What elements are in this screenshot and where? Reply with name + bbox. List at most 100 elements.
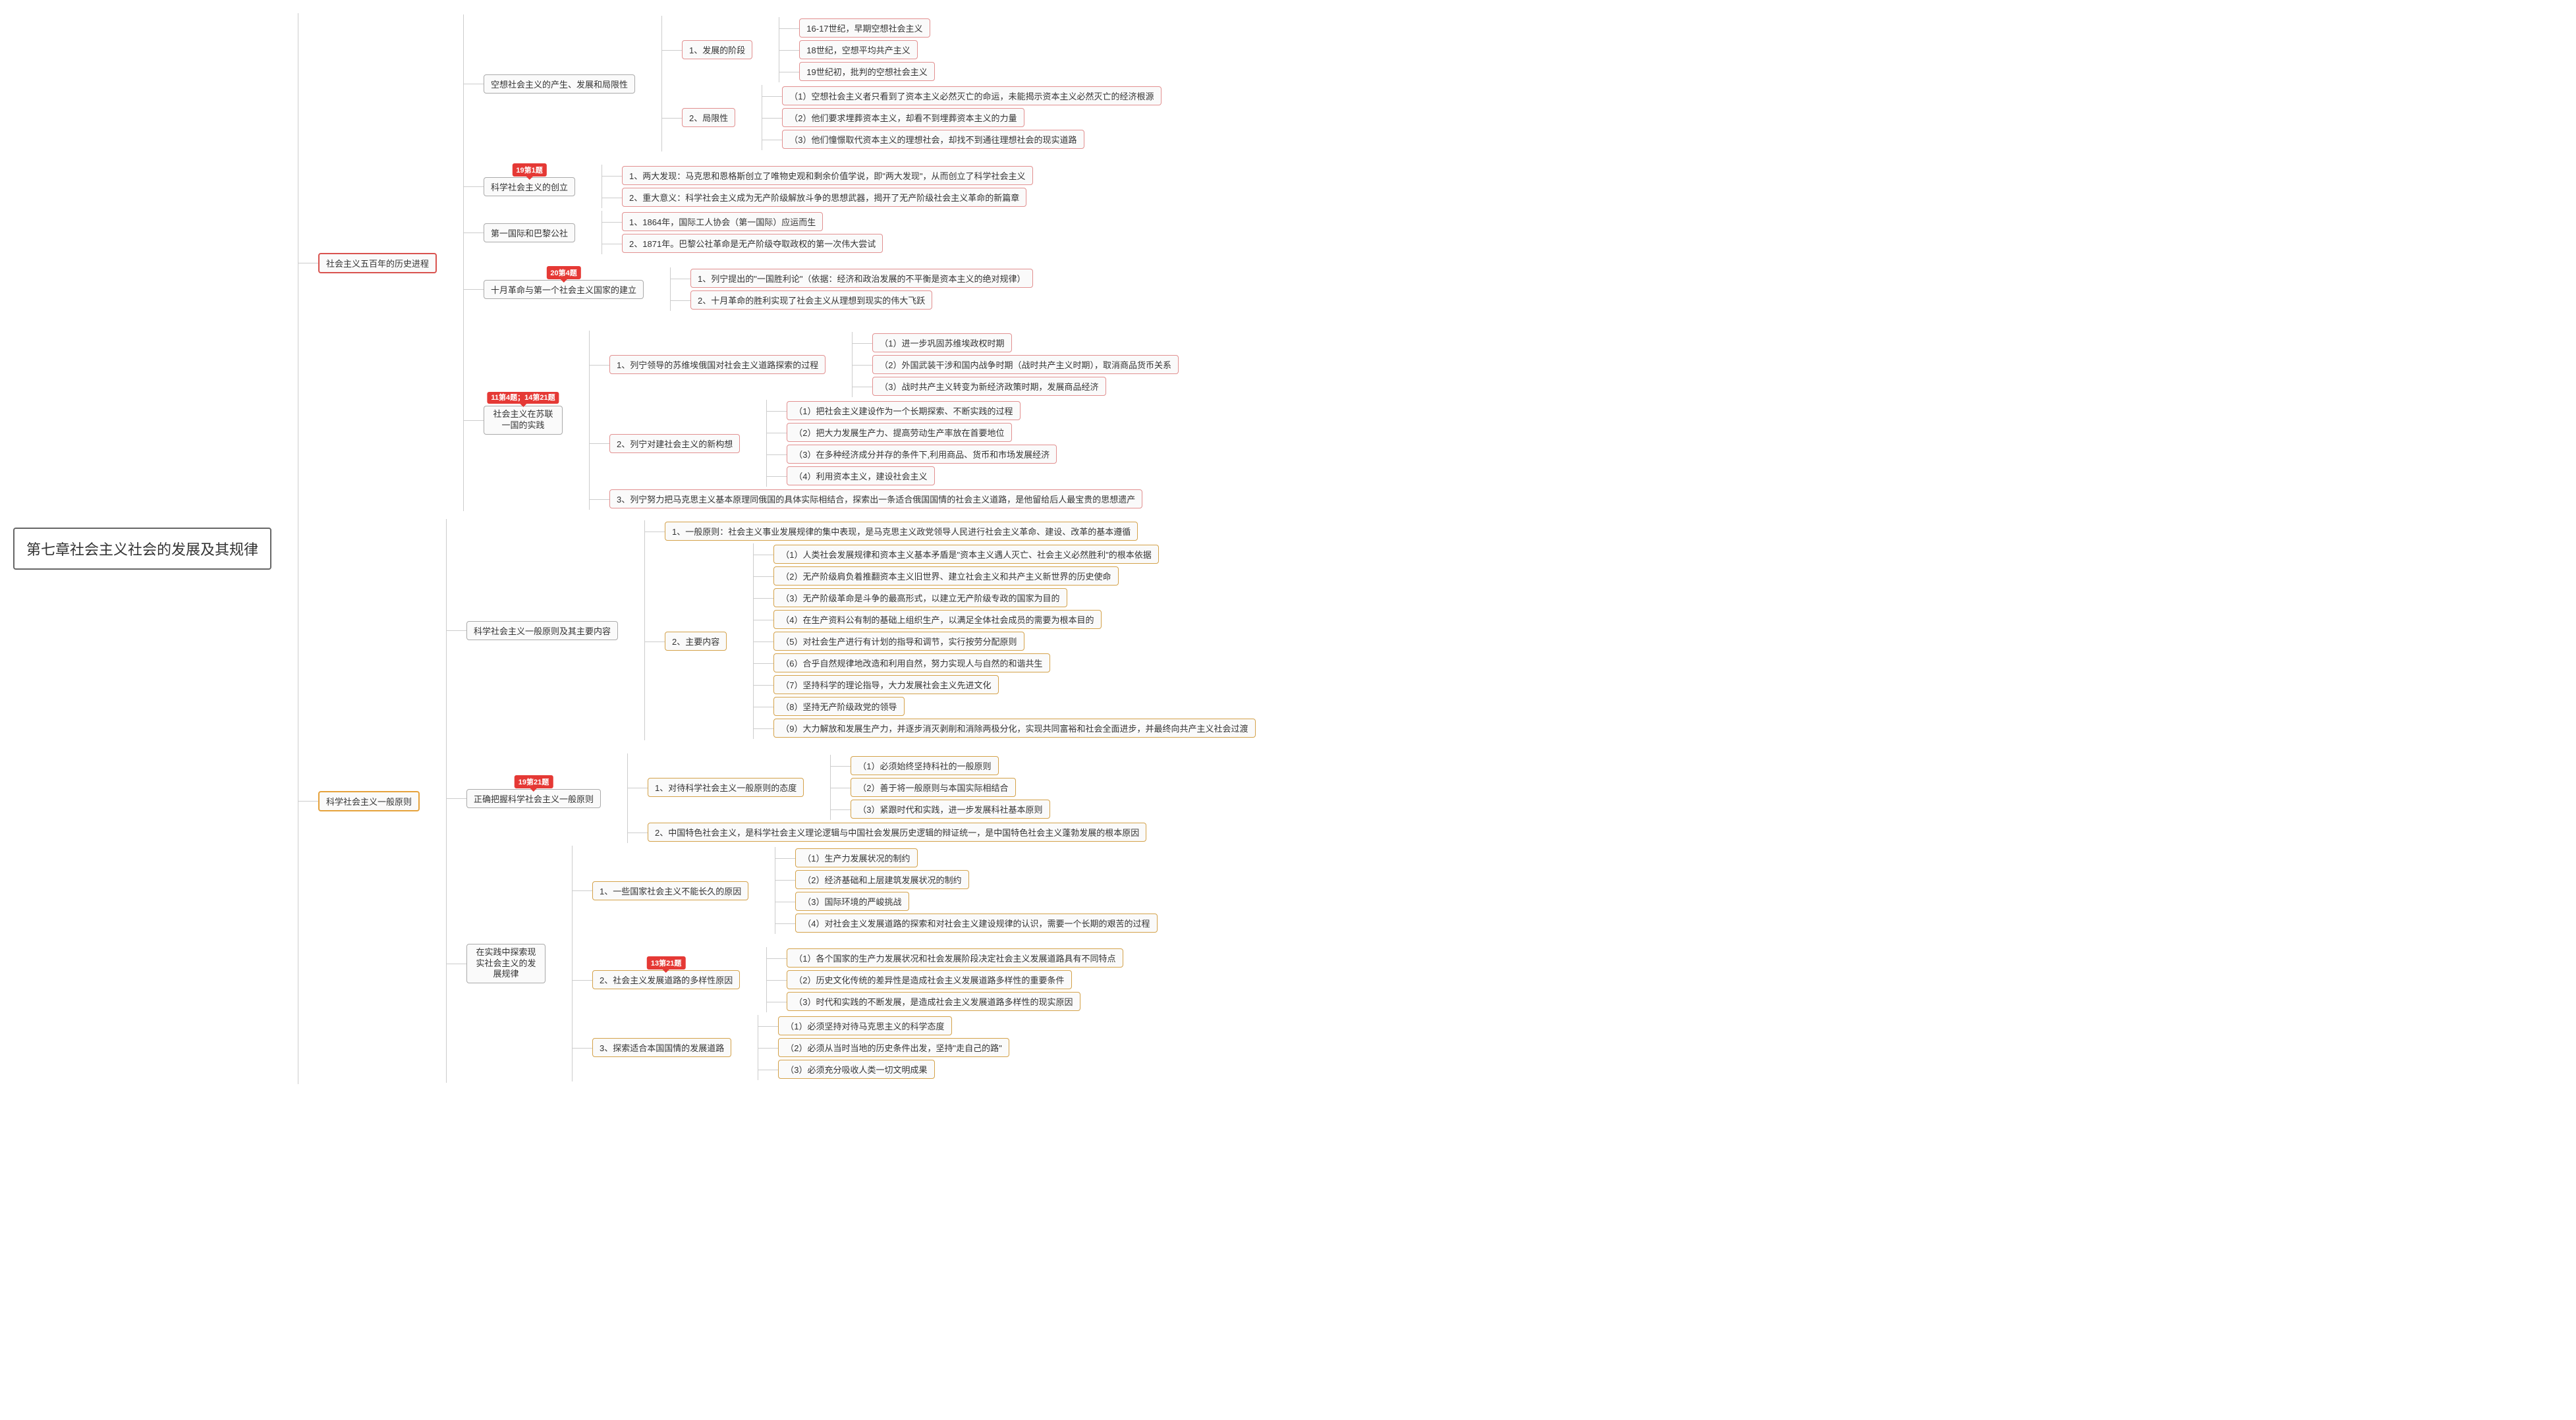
leaf-text: （2）历史文化传统的差异性是造成社会主义发展道路多样性的重要条件 bbox=[787, 970, 1071, 989]
b1-n2: 科学社会主义的创立19第1题 1、两大发现：马克思和恩格斯创立了唯物史观和剩余价… bbox=[484, 165, 1179, 208]
leaf: 2、中国特色社会主义，是科学社会主义理论逻辑与中国社会发展历史逻辑的辩证统一，是… bbox=[648, 823, 1146, 842]
b2-n3-c1-title: 1、一些国家社会主义不能长久的原因 bbox=[592, 881, 748, 900]
leaf-text: 2、1871年。巴黎公社革命是无产阶级夺取政权的第一次伟大尝试 bbox=[622, 234, 883, 253]
leaf-text: （2）他们要求埋葬资本主义，却看不到埋葬资本主义的力量 bbox=[782, 108, 1024, 127]
leaf-text: （1）人类社会发展规律和资本主义基本矛盾是"资本主义遇人灭亡、社会主义必然胜利"… bbox=[773, 545, 1158, 564]
leaf: （2）他们要求埋葬资本主义，却看不到埋葬资本主义的力量 bbox=[782, 108, 1161, 127]
b1-n4-items: 1、列宁提出的"一国胜利论"（依据：经济和政治发展的不平衡是资本主义的绝对规律）… bbox=[670, 267, 1032, 311]
b1-n5: 社会主义在苏联一国的实践11第4题；14第21题 1、列宁领导的苏维埃俄国对社会… bbox=[484, 331, 1179, 510]
b2-n2-title: 正确把握科学社会主义一般原则19第21题 bbox=[466, 789, 601, 808]
b1-n2-items: 1、两大发现：马克思和恩格斯创立了唯物史观和剩余价值学说，即"两大发现"，从而创… bbox=[602, 165, 1032, 208]
b1-n5-c2-title: 2、列宁对建社会主义的新构想 bbox=[609, 434, 740, 453]
b1-title: 社会主义五百年的历史进程 bbox=[318, 253, 437, 273]
tag-badge: 19第21题 bbox=[515, 775, 553, 788]
leaf: （3）紧跟时代和实践，进一步发展科社基本原则 bbox=[851, 800, 1050, 819]
leaf: （2）历史文化传统的差异性是造成社会主义发展道路多样性的重要条件 bbox=[787, 970, 1123, 989]
leaf-text: 1、一般原则：社会主义事业发展规律的集中表现，是马克思主义政党领导人民进行社会主… bbox=[665, 522, 1138, 541]
leaf-text: （3）必须充分吸收人类一切文明成果 bbox=[778, 1060, 934, 1079]
tag-badge: 19第1题 bbox=[512, 163, 546, 177]
leaf-text: （4）利用资本主义，建设社会主义 bbox=[787, 466, 934, 485]
b2-n2-c1-items: （1）必须始终坚持科社的一般原则 （2）善于将一般原则与本国实际相结合 （3）紧… bbox=[830, 755, 1050, 820]
root-node: 第七章社会主义社会的发展及其规律 bbox=[13, 528, 271, 570]
b2-n1-c2-items: （1）人类社会发展规律和资本主义基本矛盾是"资本主义遇人灭亡、社会主义必然胜利"… bbox=[753, 543, 1255, 739]
leaf-text: （2）必须从当时当地的历史条件出发，坚持"走自己的路" bbox=[778, 1038, 1009, 1057]
tag-badge: 20第4题 bbox=[546, 266, 580, 279]
b2-n2-children: 1、对待科学社会主义一般原则的态度 （1）必须始终坚持科社的一般原则 （2）善于… bbox=[627, 753, 1146, 843]
b2-n3-title: 在实践中探索现实社会主义的发展规律 bbox=[466, 944, 546, 984]
leaf-text: （1）生产力发展状况的制约 bbox=[795, 848, 917, 867]
b2-n1-children: 1、一般原则：社会主义事业发展规律的集中表现，是马克思主义政党领导人民进行社会主… bbox=[644, 520, 1255, 740]
leaf: 18世纪，空想平均共产主义 bbox=[799, 40, 934, 59]
leaf-text: （8）坚持无产阶级政党的领导 bbox=[773, 697, 904, 716]
b2-n3-c2-items: （1）各个国家的生产力发展状况和社会发展阶段决定社会主义发展道路具有不同特点 （… bbox=[766, 947, 1123, 1012]
branch-1: 社会主义五百年的历史进程 空想社会主义的产生、发展和局限性 1、发展的阶段 16… bbox=[318, 14, 1256, 511]
leaf-text: 1、列宁提出的"一国胜利论"（依据：经济和政治发展的不平衡是资本主义的绝对规律） bbox=[690, 269, 1032, 288]
leaf: （1）必须坚持对待马克思主义的科学态度 bbox=[778, 1016, 1009, 1035]
leaf-text: （7）坚持科学的理论指导，大力发展社会主义先进文化 bbox=[773, 675, 998, 694]
leaf: （1）各个国家的生产力发展状况和社会发展阶段决定社会主义发展道路具有不同特点 bbox=[787, 948, 1123, 968]
b1-n1-title: 空想社会主义的产生、发展和局限性 bbox=[484, 74, 635, 94]
leaf: （1）空想社会主义者只看到了资本主义必然灭亡的命运，未能揭示资本主义必然灭亡的经… bbox=[782, 86, 1161, 105]
b2-title: 科学社会主义一般原则 bbox=[318, 791, 420, 811]
leaf: （3）战时共产主义转变为新经济政策时期，发展商品经济 bbox=[872, 377, 1179, 396]
b1-n5-c1: 1、列宁领导的苏维埃俄国对社会主义道路探索的过程 （1）进一步巩固苏维埃政权时期… bbox=[609, 332, 1179, 397]
leaf-text: 1、1864年，国际工人协会（第一国际）应运而生 bbox=[622, 212, 823, 231]
leaf: （8）坚持无产阶级政党的领导 bbox=[773, 697, 1255, 716]
b2-n3-c3: 3、探索适合本国国情的发展道路 （1）必须坚持对待马克思主义的科学态度 （2）必… bbox=[592, 1015, 1157, 1080]
leaf-text: （1）必须始终坚持科社的一般原则 bbox=[851, 756, 998, 775]
leaf-text: （3）无产阶级革命是斗争的最高形式，以建立无产阶级专政的国家为目的 bbox=[773, 588, 1067, 607]
leaf-text: （9）大力解放和发展生产力，并逐步消灭剥削和消除两极分化，实现共同富裕和社会全面… bbox=[773, 719, 1255, 738]
leaf: （3）他们憧憬取代资本主义的理想社会，却找不到通往理想社会的现实道路 bbox=[782, 130, 1161, 149]
b2-n2-c1: 1、对待科学社会主义一般原则的态度 （1）必须始终坚持科社的一般原则 （2）善于… bbox=[648, 755, 1146, 820]
b1-n5-c1-title: 1、列宁领导的苏维埃俄国对社会主义道路探索的过程 bbox=[609, 355, 826, 374]
b1-n3-items: 1、1864年，国际工人协会（第一国际）应运而生 2、1871年。巴黎公社革命是… bbox=[602, 211, 883, 254]
leaf: （4）对社会主义发展道路的探索和对社会主义建设规律的认识，需要一个长期的艰苦的过… bbox=[795, 914, 1157, 933]
leaf-text: 3、列宁努力把马克思主义基本原理同俄国的具体实际相结合，探索出一条适合俄国国情的… bbox=[609, 489, 1142, 508]
leaf: 1、一般原则：社会主义事业发展规律的集中表现，是马克思主义政党领导人民进行社会主… bbox=[665, 522, 1255, 541]
leaf-text: （2）善于将一般原则与本国实际相结合 bbox=[851, 778, 1015, 797]
leaf: （1）必须始终坚持科社的一般原则 bbox=[851, 756, 1050, 775]
leaf: （1）把社会主义建设作为一个长期探索、不断实践的过程 bbox=[787, 401, 1057, 420]
leaf-text: （3）时代和实践的不断发展，是造成社会主义发展道路多样性的现实原因 bbox=[787, 992, 1080, 1011]
b1-n5-c1-items: （1）进一步巩固苏维埃政权时期 （2）外国武装干涉和国内战争时期（战时共产主义时… bbox=[852, 332, 1179, 397]
b2-n2-c1-title: 1、对待科学社会主义一般原则的态度 bbox=[648, 778, 804, 797]
b2-n3-c2-title: 2、社会主义发展道路的多样性原因13第21题 bbox=[592, 970, 740, 989]
leaf: （2）善于将一般原则与本国实际相结合 bbox=[851, 778, 1050, 797]
leaf-text: （1）必须坚持对待马克思主义的科学态度 bbox=[778, 1016, 951, 1035]
leaf-text: （4）在生产资料公有制的基础上组织生产，以满足全体社会成员的需要为根本目的 bbox=[773, 610, 1101, 629]
b1-n5-children: 1、列宁领导的苏维埃俄国对社会主义道路探索的过程 （1）进一步巩固苏维埃政权时期… bbox=[589, 331, 1179, 510]
leaf: 16-17世纪，早期空想社会主义 bbox=[799, 18, 934, 38]
leaf: 2、重大意义：科学社会主义成为无产阶级解放斗争的思想武器，揭开了无产阶级社会主义… bbox=[622, 188, 1032, 207]
b1-n1-c1-title: 1、发展的阶段 bbox=[682, 40, 752, 59]
leaf-text: 2、中国特色社会主义，是科学社会主义理论逻辑与中国社会发展历史逻辑的辩证统一，是… bbox=[648, 823, 1146, 842]
b1-n1-c2: 2、局限性 （1）空想社会主义者只看到了资本主义必然灭亡的命运，未能揭示资本主义… bbox=[682, 85, 1161, 150]
b1-n1-c2-title: 2、局限性 bbox=[682, 108, 735, 127]
tag-badge: 11第4题；14第21题 bbox=[487, 392, 559, 404]
leaf: 1、1864年，国际工人协会（第一国际）应运而生 bbox=[622, 212, 883, 231]
leaf: （3）必须充分吸收人类一切文明成果 bbox=[778, 1060, 1009, 1079]
leaf: （4）利用资本主义，建设社会主义 bbox=[787, 466, 1057, 485]
leaf-text: （5）对社会生产进行有计划的指导和调节，实行按劳分配原则 bbox=[773, 632, 1024, 651]
branch-2: 科学社会主义一般原则 科学社会主义一般原则及其主要内容 1、一般原则：社会主义事… bbox=[318, 519, 1256, 1083]
b1-n5-title: 社会主义在苏联一国的实践11第4题；14第21题 bbox=[484, 406, 563, 435]
leaf-text: （3）国际环境的严峻挑战 bbox=[795, 892, 909, 911]
leaf-text: （3）紧跟时代和实践，进一步发展科社基本原则 bbox=[851, 800, 1050, 819]
leaf-text: 1、两大发现：马克思和恩格斯创立了唯物史观和剩余价值学说，即"两大发现"，从而创… bbox=[622, 166, 1032, 185]
leaf-text: （3）在多种经济成分并存的条件下,利用商品、货币和市场发展经济 bbox=[787, 445, 1057, 464]
leaf: （1）进一步巩固苏维埃政权时期 bbox=[872, 333, 1179, 352]
leaf-text: （4）对社会主义发展道路的探索和对社会主义建设规律的认识，需要一个长期的艰苦的过… bbox=[795, 914, 1157, 933]
tag-badge: 13第21题 bbox=[647, 956, 685, 969]
leaf-text: 19世纪初，批判的空想社会主义 bbox=[799, 62, 934, 81]
leaf-text: （1）进一步巩固苏维埃政权时期 bbox=[872, 333, 1011, 352]
leaf-text: （1）把社会主义建设作为一个长期探索、不断实践的过程 bbox=[787, 401, 1020, 420]
leaf-text: 16-17世纪，早期空想社会主义 bbox=[799, 18, 930, 38]
b2-n3: 在实践中探索现实社会主义的发展规律 1、一些国家社会主义不能长久的原因 （1）生… bbox=[466, 846, 1255, 1081]
leaf-text: （2）外国武装干涉和国内战争时期（战时共产主义时期），取消商品货币关系 bbox=[872, 355, 1179, 374]
leaf: （3）无产阶级革命是斗争的最高形式，以建立无产阶级专政的国家为目的 bbox=[773, 588, 1255, 607]
leaf: （2）必须从当时当地的历史条件出发，坚持"走自己的路" bbox=[778, 1038, 1009, 1057]
leaf-text: 18世纪，空想平均共产主义 bbox=[799, 40, 917, 59]
leaf: （4）在生产资料公有制的基础上组织生产，以满足全体社会成员的需要为根本目的 bbox=[773, 610, 1255, 629]
b1-n3: 第一国际和巴黎公社 1、1864年，国际工人协会（第一国际）应运而生 2、187… bbox=[484, 211, 1179, 254]
leaf: 2、十月革命的胜利实现了社会主义从理想到现实的伟大飞跃 bbox=[690, 290, 1032, 310]
b1-n1-c2-items: （1）空想社会主义者只看到了资本主义必然灭亡的命运，未能揭示资本主义必然灭亡的经… bbox=[762, 85, 1161, 150]
